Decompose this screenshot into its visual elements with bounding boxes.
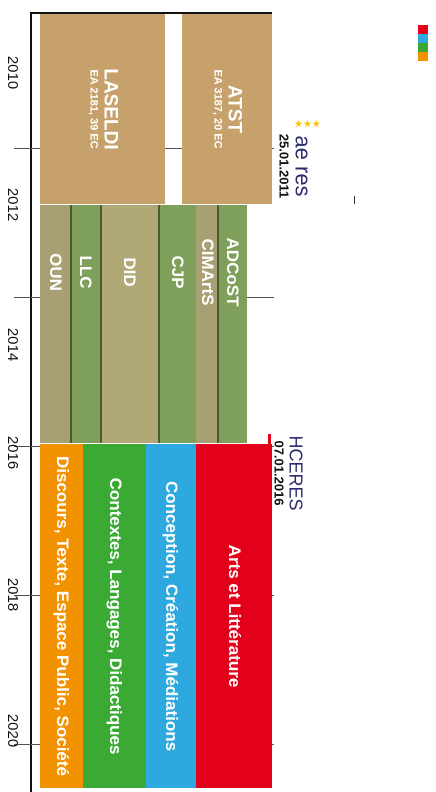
year-label: 2016 bbox=[4, 435, 22, 470]
corner-logo-bar bbox=[418, 34, 428, 43]
team-llc: LLC bbox=[70, 205, 100, 443]
hceres-name: HCERES bbox=[285, 435, 306, 511]
lab-name: LASELDI bbox=[99, 68, 121, 150]
year-label: 2010 bbox=[4, 55, 22, 90]
year-label: 2012 bbox=[4, 187, 22, 222]
team-oun: OUN bbox=[40, 205, 70, 443]
star-icon: ★★★ bbox=[294, 119, 321, 130]
top-rule bbox=[30, 12, 272, 14]
separator bbox=[158, 205, 160, 443]
team-did: DID bbox=[100, 205, 158, 443]
team-name: CJP bbox=[168, 255, 187, 289]
team-name: DID bbox=[120, 256, 139, 287]
team-name: LLC bbox=[76, 255, 95, 289]
corner-logo-bar bbox=[418, 52, 428, 61]
corner-logo-bar bbox=[418, 43, 428, 52]
year-label: 2020 bbox=[4, 713, 22, 748]
time-axis-line bbox=[30, 12, 32, 792]
team-cjp: CJP bbox=[158, 205, 196, 443]
axis-name: Conception, Création, Médiations bbox=[162, 480, 181, 752]
lab-laseldi: LASELDI EA 2181, 39 EC bbox=[40, 14, 165, 204]
axis-name: Discours, Texte, Espace Public, Société bbox=[52, 456, 72, 776]
team-cimarts: CIMArtS bbox=[196, 205, 217, 443]
separator bbox=[70, 205, 72, 443]
hceres-date: 07.01.2016 bbox=[271, 440, 287, 506]
axis-discours-texte: Discours, Texte, Espace Public, Société bbox=[40, 444, 83, 788]
team-name: OUN bbox=[46, 252, 65, 291]
team-name: ADCoST bbox=[223, 237, 242, 307]
axis-name: Arts et Littérature bbox=[225, 544, 244, 688]
team-adcost: ADCoST bbox=[217, 205, 247, 443]
corner-logo-bar bbox=[418, 25, 428, 34]
aeres-date: 25.01.2011 bbox=[276, 133, 292, 199]
corner-logo bbox=[418, 25, 428, 61]
hceres-underline bbox=[268, 434, 271, 512]
axis-conception-creation: Conception, Création, Médiations bbox=[146, 444, 196, 788]
hceres-logo: HCERES 07.01.2016 bbox=[266, 430, 310, 516]
lab-details: EA 3187, 20 EC bbox=[211, 69, 224, 149]
year-label: 2014 bbox=[4, 327, 22, 362]
separator bbox=[100, 205, 102, 443]
axis-contextes-langages: Contextes, Langages, Didactiques bbox=[83, 444, 146, 788]
separator bbox=[217, 205, 219, 443]
lab-atst: ATST EA 3187, 20 EC bbox=[182, 14, 272, 204]
team-name: CIMArtS bbox=[197, 238, 217, 306]
axis-arts-litterature: Arts et Littérature bbox=[196, 444, 272, 788]
lab-details: EA 2181, 39 EC bbox=[87, 69, 100, 149]
axis-name: Contextes, Langages, Didactiques bbox=[105, 477, 125, 755]
lab-name: ATST bbox=[223, 84, 245, 134]
year-label: 2018 bbox=[4, 577, 22, 612]
aeres-logo: ae res 25.01.2011 ★★★ bbox=[272, 120, 321, 206]
aeres-wordmark: ae res bbox=[290, 135, 316, 197]
dash-mark bbox=[354, 196, 355, 204]
